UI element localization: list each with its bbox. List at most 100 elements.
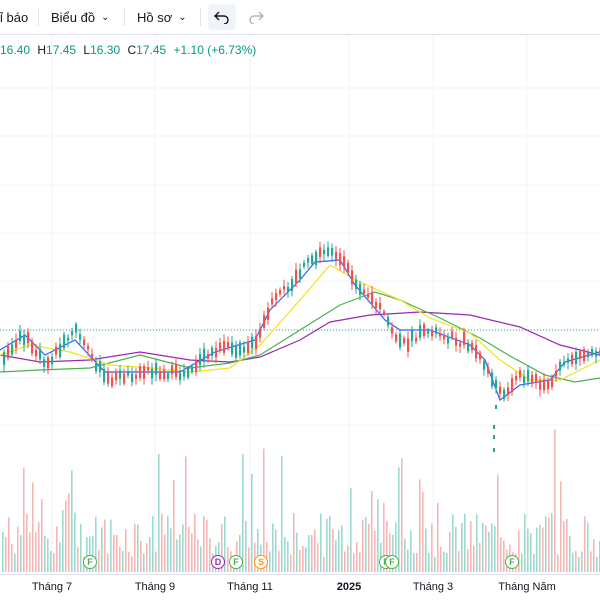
volume-bar [293,513,295,572]
volume-bar [473,545,475,572]
candle [483,361,486,370]
candle [131,373,134,383]
candle [279,290,282,295]
candle [335,251,338,260]
volume-bar [2,531,4,572]
close-label: C [127,43,137,57]
indicators-label: ỉ báo [0,9,29,25]
volume-bar [329,515,331,572]
event-split-badge[interactable]: S [254,555,268,569]
volume-bar [308,534,310,572]
candle [239,342,242,356]
ma-mid-line [0,264,600,381]
volume-bar [92,535,94,572]
volume-bar [179,534,181,572]
candle [551,377,554,388]
volume-bar [95,516,97,572]
volume-bar [533,554,535,572]
volume-bar [47,538,49,572]
candle [519,370,522,378]
candle [155,362,158,375]
volume-bar [497,474,499,572]
candle [311,255,314,264]
candle [91,354,94,359]
candle [55,346,58,355]
candle [535,374,538,383]
volume-bar [350,487,352,572]
candle [127,370,130,376]
profile-label: Hồ sơ [137,9,173,25]
candle [435,327,438,334]
candle [67,337,70,341]
volume-bar [20,535,22,572]
candle [303,262,306,267]
candle [7,345,10,359]
volume-bar [566,518,568,572]
event-financial-badge[interactable]: F [385,555,399,569]
time-axis-label: Tháng 9 [134,581,176,593]
high-label: H [37,43,47,57]
volume-bar [23,467,25,572]
event-financial-badge[interactable]: F [505,555,519,569]
candle [199,353,202,366]
candle [295,269,298,284]
candle [115,371,118,381]
candle [359,283,362,295]
volume-bar [56,526,58,572]
candle [15,339,18,349]
volume-bar [89,536,91,572]
candle [71,331,74,336]
candle [391,327,394,334]
event-financial-badge[interactable]: F [83,555,97,569]
volume-bar [284,537,286,572]
profile-menu[interactable]: Hồ sơ ⌄ [137,0,187,34]
chart-type-menu[interactable]: Biểu đồ ⌄ [51,0,109,34]
volume-bar [338,530,340,572]
candle [151,369,154,379]
volume-bar [593,539,595,572]
volume-bar [536,527,538,572]
volume-bar [386,520,388,572]
candle [499,386,502,394]
volume-bar [434,556,436,572]
volume-bar [323,556,325,572]
candle [527,369,530,382]
redo-button[interactable] [242,4,270,30]
volume-bar [467,549,469,572]
volume-bar [242,454,244,572]
volume-bar [431,523,433,572]
price-chart[interactable] [0,36,600,574]
volume-bar [584,516,586,572]
volume-bar [275,529,277,572]
candle [23,335,26,346]
volume-bar [470,521,472,572]
candle [591,349,594,356]
volume-bar [35,532,37,572]
volume-bar [428,552,430,572]
volume-bar [221,523,223,572]
volume-bar [257,529,259,572]
candle [299,269,302,279]
candle [143,366,146,379]
candle [479,352,482,360]
undo-icon [214,11,229,24]
indicators-menu[interactable]: ỉ báo [0,0,28,34]
candle [159,370,162,379]
candle [447,336,450,344]
candle [427,330,430,334]
event-dividend-badge[interactable]: D [211,555,225,569]
chart-type-label: Biểu đồ [51,9,96,25]
candle [323,249,326,255]
candle [319,247,322,257]
candle [111,377,114,387]
volume-bar [194,513,196,572]
volume-bar [530,533,532,572]
volume-bar [110,519,112,572]
candle [575,351,578,365]
event-financial-badge[interactable]: F [229,555,243,569]
volume-bar [146,543,148,572]
candle [251,336,254,349]
volume-bar [137,524,139,572]
undo-button[interactable] [208,4,236,30]
toolbar-divider [38,8,39,26]
